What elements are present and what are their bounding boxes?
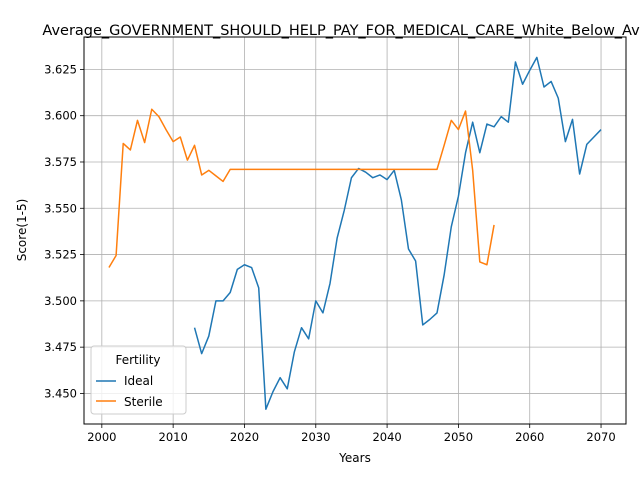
x-tick-label: 2020 [230,430,259,444]
legend-label-ideal: Ideal [124,374,153,388]
y-tick-label: 3.525 [44,248,77,262]
x-axis-ticks: 2000 2010 2020 2030 2040 2050 2060 2070 [87,424,615,444]
x-tick-label: 2050 [444,430,473,444]
legend-label-sterile: Sterile [124,395,163,409]
x-tick-label: 2030 [301,430,330,444]
chart-title: Average_GOVERNMENT_SHOULD_HELP_PAY_FOR_M… [42,23,640,39]
series-line-ideal [195,57,602,409]
legend-title: Fertility [115,353,160,367]
y-tick-label: 3.625 [44,62,77,76]
y-tick-label: 3.450 [44,386,77,400]
y-tick-label: 3.600 [44,109,77,123]
y-axis-ticks: 3.450 3.475 3.500 3.525 3.550 3.575 3.600 3.625 [44,62,84,400]
y-tick-label: 3.475 [44,340,77,354]
x-axis-label: Years [338,451,371,465]
x-tick-label: 2060 [515,430,544,444]
y-tick-label: 3.575 [44,155,77,169]
series-line-sterile [109,109,494,267]
x-tick-label: 2000 [87,430,116,444]
y-axis-label: Score(1-5) [15,199,29,262]
y-tick-label: 3.500 [44,294,77,308]
legend: Fertility Ideal Sterile [91,346,186,414]
y-tick-label: 3.550 [44,201,77,215]
x-tick-label: 2070 [586,430,615,444]
x-tick-label: 2010 [159,430,188,444]
x-tick-label: 2040 [372,430,401,444]
